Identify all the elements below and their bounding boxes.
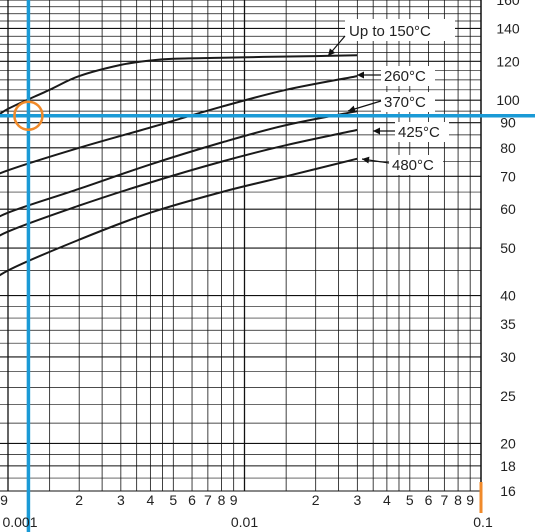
series-label-bg xyxy=(381,92,435,112)
series-labels: Up to 150°C 260°C 370°C 425°C 480°C xyxy=(327,19,455,175)
series-label-arrowhead xyxy=(328,48,336,56)
series-label-bg xyxy=(345,19,455,41)
x-minor-tick-label: 4 xyxy=(383,492,391,508)
series-label-bg xyxy=(381,66,435,86)
x-minor-tick-label: 3 xyxy=(353,492,361,508)
y-tick-label: 160 xyxy=(496,0,520,8)
series-curve-2 xyxy=(0,110,358,218)
series-label-bg xyxy=(389,155,443,175)
series-label-1: 260°C xyxy=(384,68,426,85)
y-tick-label: 20 xyxy=(500,435,516,451)
y-tick-label: 100 xyxy=(496,92,520,108)
series-curve-3 xyxy=(0,128,358,237)
y-tick-label: 50 xyxy=(500,240,516,256)
x-minor-tick-label: 5 xyxy=(169,492,177,508)
x-axis: 2 3 4 5 6 7 8 9 2 3 4 5 6 7 8 990.001 0.01 0.1 xyxy=(0,482,493,530)
x-decade-label: 0.001 xyxy=(2,514,37,530)
series-curve-1 xyxy=(0,75,358,175)
x-minor-tick-label: 9 xyxy=(230,492,238,508)
y-tick-label: 60 xyxy=(500,201,516,217)
y-tick-label: 70 xyxy=(500,168,516,184)
x-minor-tick-label: 3 xyxy=(117,492,125,508)
x-edge-tick-label: 9 xyxy=(0,492,8,508)
y-tick-label: 120 xyxy=(496,53,520,69)
marker-circle xyxy=(13,100,44,131)
series-curve-0 xyxy=(0,54,358,116)
x-minor-tick-label: 4 xyxy=(146,492,154,508)
x-minor-tick-label: 5 xyxy=(406,492,414,508)
curves xyxy=(0,54,358,277)
x-minor-tick-label: 8 xyxy=(218,492,226,508)
x-minor-tick-label: 6 xyxy=(188,492,196,508)
y-tick-label: 35 xyxy=(500,316,516,332)
y-tick-label: 16 xyxy=(500,483,516,499)
x-minor-tick-label: 6 xyxy=(425,492,433,508)
y-tick-label: 80 xyxy=(500,140,516,156)
y-tick-label: 30 xyxy=(500,349,516,365)
series-label-0: Up to 150°C xyxy=(349,23,431,40)
y-tick-label: 25 xyxy=(500,388,516,404)
y-axis: 160 140 120 100 90 80 70 60 50 40 35 30 25 20 18 16 xyxy=(496,0,520,499)
y-tick-label: 140 xyxy=(496,20,520,36)
grid xyxy=(0,0,482,492)
x-minor-tick-label: 2 xyxy=(312,492,320,508)
series-label-arrowhead xyxy=(373,127,380,135)
x-minor-tick-label: 7 xyxy=(204,492,212,508)
series-curve-4 xyxy=(0,157,358,277)
x-minor-tick-label: 2 xyxy=(75,492,83,508)
series-label-4: 480°C xyxy=(392,157,434,174)
y-tick-label: 18 xyxy=(500,458,516,474)
x-minor-tick-label: 9 xyxy=(466,492,474,508)
series-label-3: 425°C xyxy=(398,124,440,141)
x-minor-tick-label: 8 xyxy=(454,492,462,508)
series-label-arrowhead xyxy=(348,105,356,113)
series-label-arrowhead xyxy=(362,156,370,164)
y-tick-label: 40 xyxy=(500,288,516,304)
x-decade-label: 0.1 xyxy=(473,514,493,530)
x-minor-tick-label: 7 xyxy=(440,492,448,508)
y-tick-label: 90 xyxy=(500,115,516,131)
series-label-2: 370°C xyxy=(384,94,426,111)
series-label-bg xyxy=(395,122,449,142)
series-label-arrowhead xyxy=(357,71,364,79)
x-decade-label: 0.01 xyxy=(231,514,258,530)
